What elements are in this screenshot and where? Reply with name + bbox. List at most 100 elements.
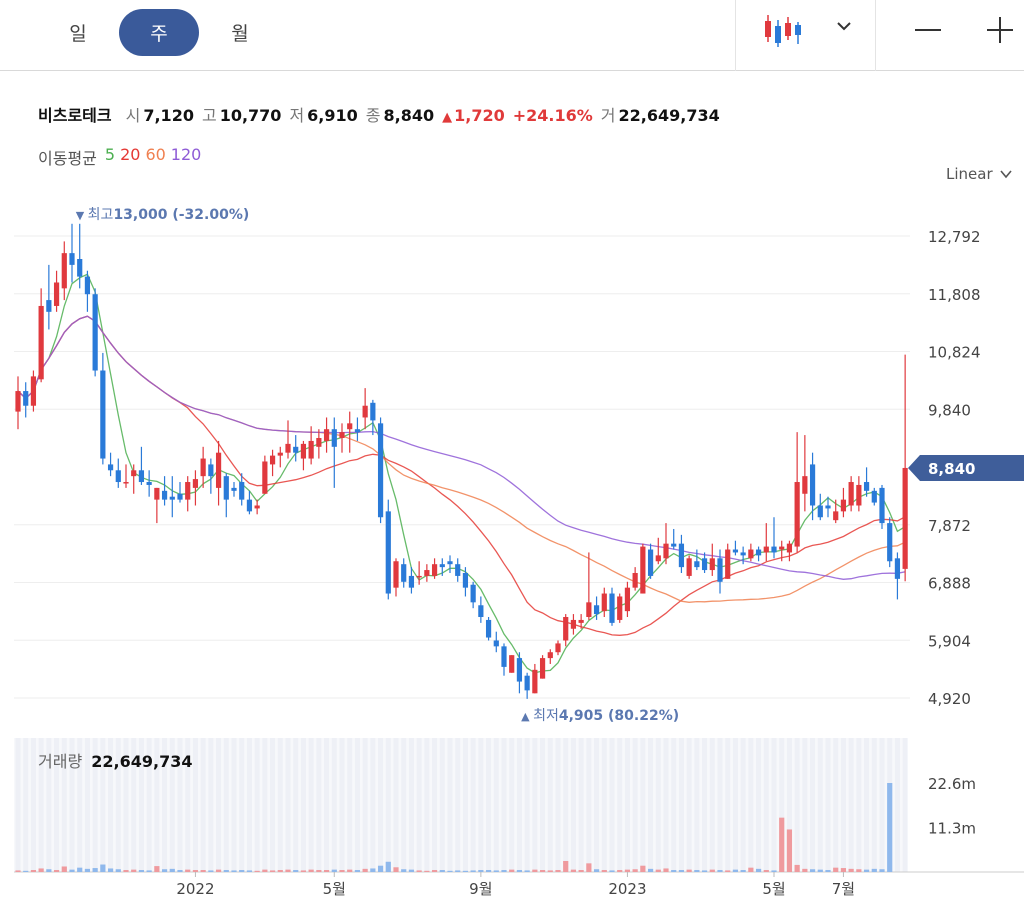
volume-bar — [331, 869, 337, 872]
candle-body — [354, 429, 361, 433]
volume-stripe — [671, 738, 677, 872]
volume-bar — [539, 870, 546, 872]
tab-monthly[interactable]: 월 — [231, 23, 249, 45]
candle-body — [732, 549, 739, 553]
volume-bar — [725, 870, 731, 872]
volume-stripe — [725, 738, 731, 872]
volume-bar — [755, 868, 762, 872]
volume-stripe — [177, 738, 183, 872]
candle-body — [817, 505, 823, 518]
volume-stripe — [316, 738, 322, 872]
volume-bar — [246, 870, 253, 872]
volume-bar — [578, 870, 584, 872]
candle-body — [331, 429, 337, 447]
volume-bar — [416, 870, 422, 872]
tab-daily[interactable]: 일 — [69, 23, 87, 45]
candle-body — [223, 476, 229, 500]
volume-stripe — [138, 738, 144, 872]
ma-120-label[interactable]: 120 — [170, 145, 202, 164]
volume-bar — [524, 870, 530, 872]
volume-stripe — [655, 738, 661, 872]
candle-body — [53, 282, 60, 306]
x-tick-label: 2022 — [176, 880, 214, 898]
volume-bar — [377, 865, 384, 872]
volume-stripe — [15, 738, 21, 872]
volume-bar — [177, 870, 183, 872]
volume-stripe — [347, 738, 353, 872]
candle-body — [92, 294, 98, 371]
volume-panel-title: 거래량 — [38, 752, 83, 771]
zoom-in-button[interactable] — [984, 14, 1016, 46]
volume-bar — [887, 783, 893, 872]
candle-body — [717, 558, 723, 582]
volume-stripe — [216, 738, 222, 872]
volume-stripe — [38, 738, 44, 872]
candle-body — [686, 558, 692, 576]
scale-selector[interactable]: Linear — [946, 165, 1013, 183]
volume-stripe — [756, 738, 762, 872]
candle-body — [809, 464, 816, 506]
volume-stripe — [786, 738, 792, 872]
volume-stripe — [663, 738, 669, 872]
volume-stripe — [23, 738, 29, 872]
ma-20-label[interactable]: 20 — [120, 145, 141, 164]
volume-stripe — [277, 738, 283, 872]
low-value: 6,910 — [307, 106, 358, 125]
tab-weekly[interactable]: 주 — [119, 9, 199, 56]
candle-body — [763, 546, 769, 553]
volume-bar — [231, 870, 237, 872]
ma-60-label[interactable]: 60 — [145, 145, 166, 164]
candle-body — [701, 558, 708, 571]
zoom-out-button[interactable] — [912, 14, 944, 46]
volume-bar — [192, 870, 199, 872]
candle-body — [431, 564, 438, 576]
volume-stripe — [617, 738, 623, 872]
volume-bar — [678, 870, 685, 872]
ma-5-label[interactable]: 5 — [104, 145, 116, 164]
volume-bar — [856, 869, 862, 872]
volume-stripe — [223, 738, 229, 872]
x-tick-label: 5월 — [762, 880, 785, 898]
volume-bar — [671, 870, 677, 872]
chart-type-button[interactable] — [760, 12, 808, 50]
volume-stripe — [339, 738, 345, 872]
volume-label: 거 — [600, 106, 616, 125]
volume-stripe — [393, 738, 399, 872]
volume-stripe — [648, 738, 654, 872]
volume-bar — [848, 868, 854, 872]
volume-stripe — [46, 738, 52, 872]
y-tick-label: 7,872 — [928, 517, 971, 535]
candle-body — [640, 546, 646, 594]
candle-body — [663, 543, 669, 559]
volume-bar — [223, 870, 229, 872]
candle-body — [277, 452, 283, 456]
volume-stripe — [833, 738, 839, 872]
volume-bar — [23, 870, 29, 872]
candle-body — [293, 446, 299, 453]
candle-body — [856, 484, 862, 506]
volume-stripe — [432, 738, 438, 872]
volume-stripe — [285, 738, 291, 872]
candle-body — [555, 643, 561, 653]
volume-stripe — [871, 738, 877, 872]
chart-type-dropdown[interactable] — [832, 14, 856, 38]
volume-stripe — [123, 738, 129, 872]
volume-bar — [262, 869, 268, 872]
volume-bar — [269, 870, 276, 872]
volume-bar — [647, 868, 654, 872]
volume-bar — [694, 870, 700, 872]
volume-stripe — [601, 738, 607, 872]
volume-stripe — [61, 738, 67, 872]
volume-stripe — [478, 738, 484, 872]
up-arrow-icon: ▲ — [442, 110, 453, 125]
volume-bar — [215, 869, 222, 872]
volume-stripe — [609, 738, 615, 872]
volume-bar — [123, 870, 129, 872]
volume-stripe — [424, 738, 430, 872]
volume-stripe — [185, 738, 191, 872]
volume-bar — [640, 865, 646, 872]
candle-body — [424, 570, 430, 576]
volume-bar — [709, 869, 715, 872]
volume-stripe — [115, 738, 121, 872]
